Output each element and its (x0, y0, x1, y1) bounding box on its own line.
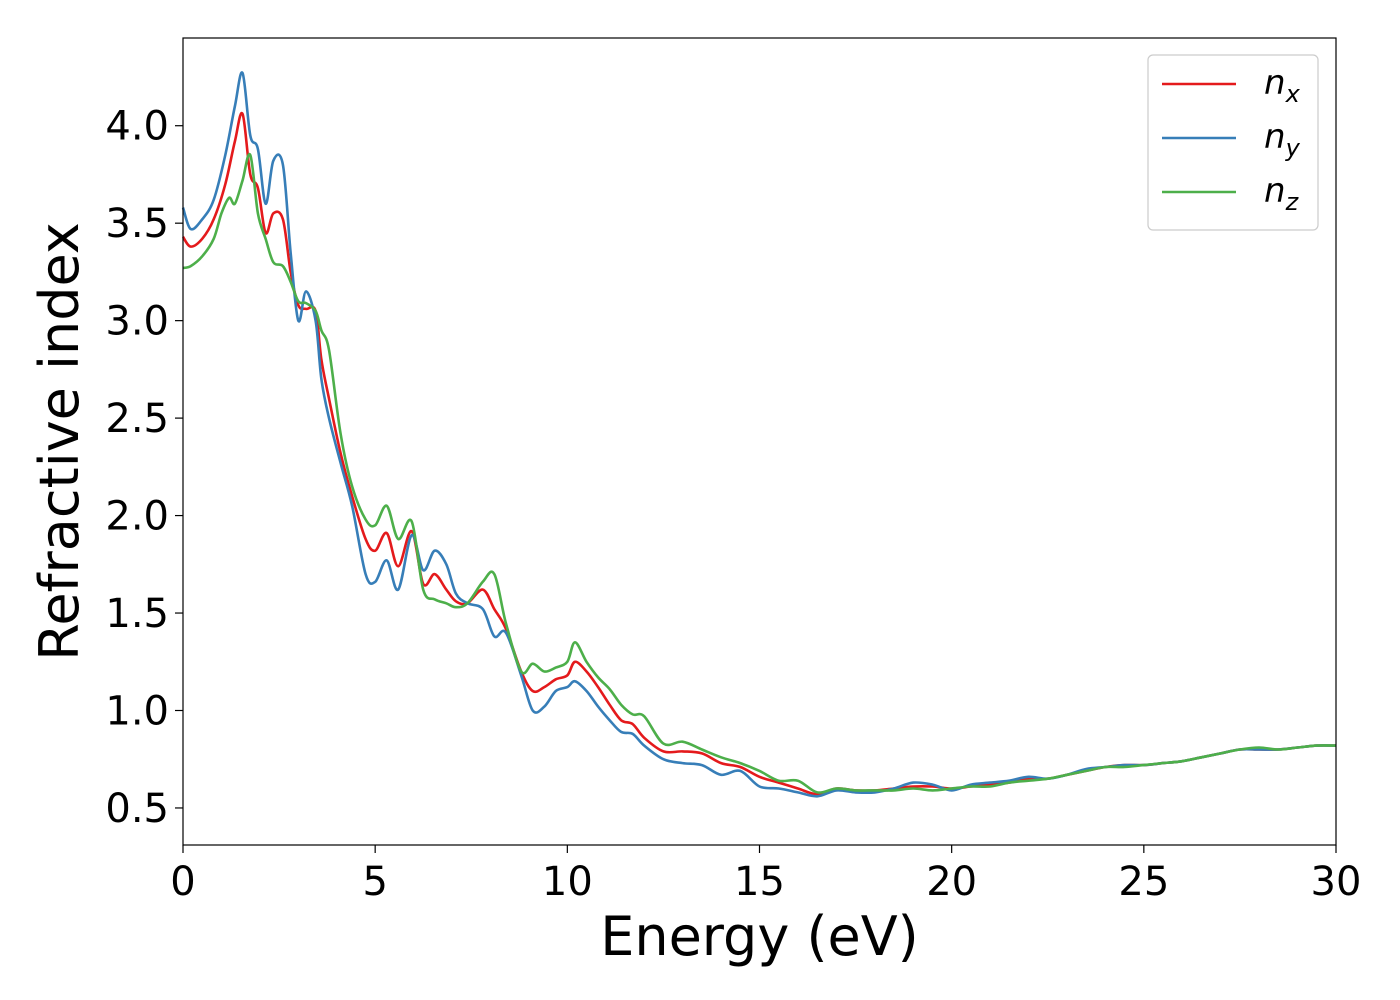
x-tick-label: 10 (542, 859, 593, 905)
y-tick-label: 1.0 (105, 689, 169, 735)
y-tick-label: 4.0 (105, 104, 169, 150)
series-line-y (181, 71, 1337, 798)
series-line-z (182, 152, 1337, 794)
y-tick-label: 1.5 (105, 591, 169, 637)
x-tick-label: 30 (1311, 859, 1362, 905)
x-tick-label: 25 (1118, 859, 1169, 905)
x-tick-label: 20 (926, 859, 977, 905)
y-tick-label: 2.0 (105, 494, 169, 540)
x-axis-title: Energy (eV) (600, 905, 919, 968)
x-axis: 0 5 10 15 20 25 30 (170, 845, 1361, 905)
y-tick-label: 3.0 (105, 299, 169, 345)
x-tick-label: 0 (170, 859, 195, 905)
y-tick-label: 2.5 (105, 396, 169, 442)
y-axis: 0.5 1.0 1.5 2.0 2.5 3.0 3.5 4.0 (105, 104, 183, 832)
series-layer (181, 71, 1337, 798)
y-tick-label: 3.5 (105, 201, 169, 247)
legend-box (1147, 54, 1319, 231)
y-axis-title: Refractive index (28, 222, 91, 661)
y-tick-label: 0.5 (105, 786, 169, 832)
x-tick-label: 15 (734, 859, 785, 905)
x-tick-label: 5 (362, 859, 387, 905)
